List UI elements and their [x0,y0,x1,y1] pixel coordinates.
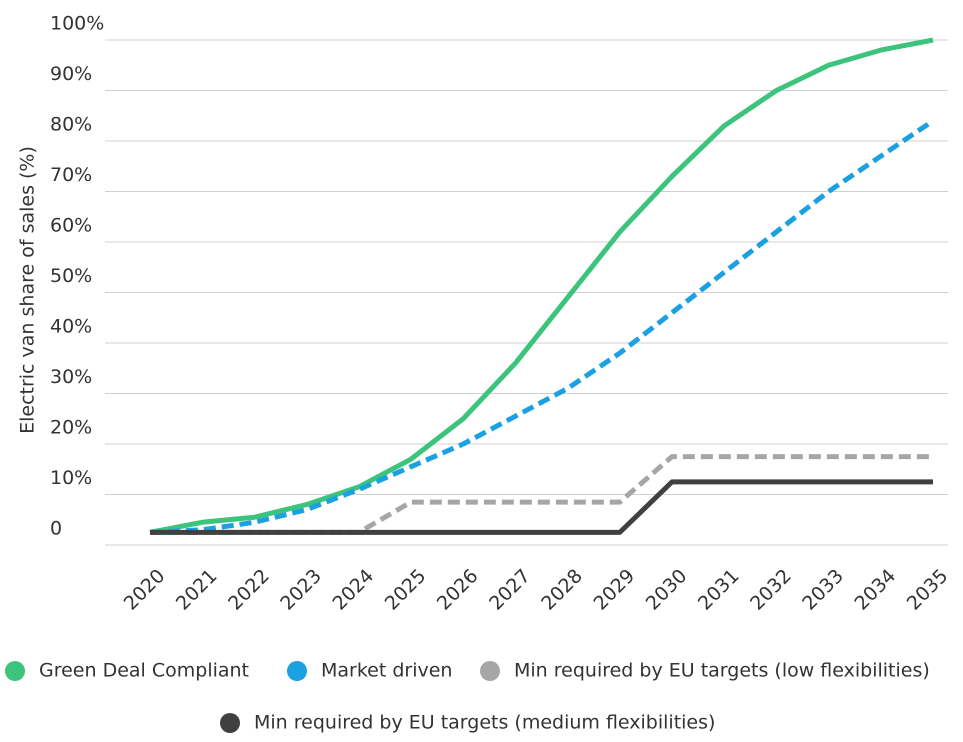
y-tick-label: 0 [50,518,62,540]
legend-marker [5,661,25,681]
legend-marker [220,713,240,733]
y-tick-label: 30% [50,366,92,388]
y-axis-label: Electric van share of sales (%) [17,146,39,434]
x-tick-label: 2029 [589,565,639,615]
x-tick-label: 2023 [276,565,326,615]
series-line [149,37,934,535]
legend-label: Min required by EU targets (low flexibil… [514,660,930,682]
x-tick-label: 2028 [537,565,587,615]
x-tick-label: 2024 [328,565,378,615]
x-tick-label: 2030 [642,565,692,615]
x-tick-label: 2031 [694,565,744,615]
legend-marker [287,661,307,681]
legend-label: Green Deal Compliant [39,660,249,682]
x-tick-label: 2020 [120,565,170,615]
x-tick-label: 2035 [903,565,953,615]
x-tick-label: 2033 [798,565,848,615]
y-tick-label: 40% [50,316,92,338]
y-tick-label: 70% [50,164,92,186]
legend-marker [480,661,500,681]
y-tick-label: 50% [50,265,92,287]
x-tick-label: 2022 [224,565,274,615]
y-tick-label: 90% [50,63,92,85]
x-tick-label: 2021 [172,565,222,615]
series-line [150,479,933,535]
y-tick-label: 80% [50,114,92,136]
y-tick-label: 100% [50,13,104,35]
y-tick-label: 10% [50,467,92,489]
x-tick-label: 2027 [485,565,535,615]
y-tick-label: 60% [50,215,92,237]
x-tick-label: 2026 [433,565,483,615]
x-tick-label: 2034 [850,565,900,615]
x-tick-label: 2025 [381,565,431,615]
legend-label: Market driven [321,660,452,682]
legend-label: Min required by EU targets (medium flexi… [254,712,715,734]
series-line [149,118,935,535]
y-tick-label: 20% [50,417,92,439]
x-tick-label: 2032 [746,565,796,615]
